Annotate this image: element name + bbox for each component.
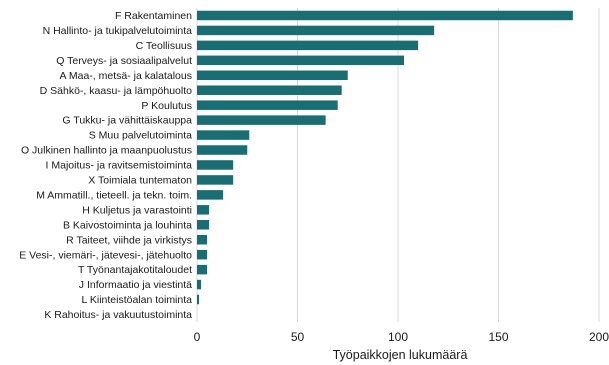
x-tick-label: 50 xyxy=(291,330,305,344)
x-axis-title: Työpaikkojen lukumäärä xyxy=(333,348,468,362)
category-label: R Taiteet, viihde ja virkistys xyxy=(66,234,192,246)
bar xyxy=(197,264,208,275)
bar xyxy=(197,25,435,36)
category-label: D Sähkö-, kaasu- ja lämpöhuolto xyxy=(40,85,192,97)
x-tick-label: 100 xyxy=(388,330,408,344)
bars xyxy=(197,10,573,305)
bar xyxy=(197,10,573,21)
category-label: M Ammatill., tieteell. ja tekn. toim. xyxy=(36,189,192,201)
category-label: F Rakentaminen xyxy=(115,10,192,22)
category-label: K Rahoitus- ja vakuutustoiminta xyxy=(44,309,192,321)
category-label: J Informaatio ja viestintä xyxy=(79,279,192,291)
category-label: Q Terveys- ja sosiaalipalvelut xyxy=(56,55,192,67)
bar xyxy=(197,279,202,290)
bar xyxy=(197,40,419,51)
bar xyxy=(197,205,210,215)
category-label: C Teollisuus xyxy=(136,40,192,52)
category-label: A Maa-, metsä- ja kalatalous xyxy=(60,70,192,82)
category-label: B Kaivostoiminta ja louhinta xyxy=(63,219,192,231)
bar xyxy=(197,130,250,140)
category-label: P Koulutus xyxy=(141,100,192,112)
category-label: S Muu palvelutoiminta xyxy=(89,130,192,142)
bar xyxy=(197,115,326,125)
bar xyxy=(197,294,200,305)
category-label: E Vesi-, viemäri-, jätevesi-, jätehuolto xyxy=(19,249,192,261)
bar xyxy=(197,55,405,66)
x-tick-label: 200 xyxy=(589,330,609,344)
x-tick-labels: 0 50 100 150 200 xyxy=(194,330,609,344)
x-tick-label: 0 xyxy=(194,330,201,344)
bar xyxy=(197,220,210,230)
category-labels: F Rakentaminen N Hallinto- ja tukipalvelu… xyxy=(19,10,192,321)
x-tick-label: 150 xyxy=(488,330,508,344)
category-label: X Toimiala tuntematon xyxy=(88,175,192,187)
category-label: I Majoitus- ja ravitsemistoiminta xyxy=(46,160,193,172)
bar xyxy=(197,85,342,95)
category-label: G Tukku- ja vähittäiskauppa xyxy=(62,115,192,127)
category-label: O Julkinen hallinto ja maanpuolustus xyxy=(21,145,192,157)
gridlines xyxy=(196,8,600,322)
bar xyxy=(197,249,208,260)
category-label: H Kuljetus ja varastointi xyxy=(82,204,192,216)
bar xyxy=(197,145,248,155)
category-label: T Työnantajakotitaloudet xyxy=(78,264,192,276)
bar xyxy=(197,160,234,170)
bar xyxy=(197,190,224,200)
bar xyxy=(197,100,338,110)
category-label: L Kiinteistöalan toiminta xyxy=(81,294,192,306)
bar xyxy=(197,234,208,245)
category-label: N Hallinto- ja tukipalvelutoiminta xyxy=(43,25,193,37)
bar xyxy=(197,70,348,81)
bar xyxy=(197,175,234,185)
